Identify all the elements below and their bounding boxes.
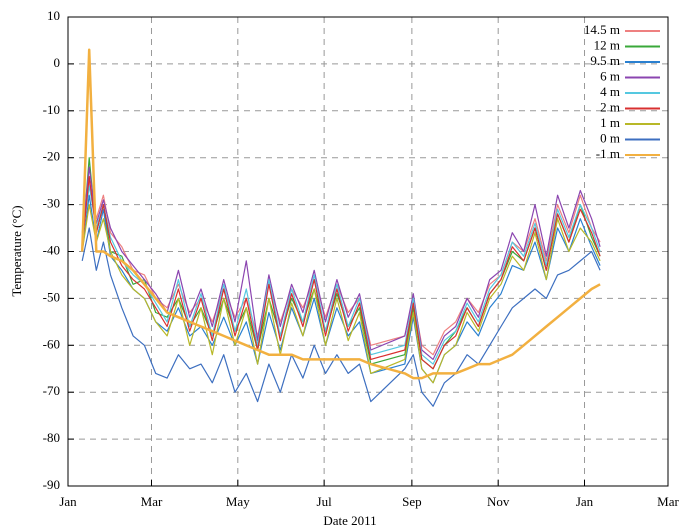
y-tick-label: 10 [47, 8, 60, 23]
series-line [81, 157, 601, 370]
series-line [81, 204, 601, 384]
y-tick-label: -80 [43, 430, 60, 445]
y-tick-label: -50 [43, 289, 60, 304]
series-line [81, 166, 601, 360]
x-tick-label: Jan [59, 494, 77, 509]
x-tick-label: May [226, 494, 250, 509]
series-line [81, 227, 601, 407]
x-tick-label: Mar [657, 494, 679, 509]
y-tick-label: -90 [43, 477, 60, 492]
y-tick-label: -10 [43, 102, 60, 117]
legend-label: 14.5 m [584, 22, 620, 37]
series-line [81, 194, 601, 384]
legend-label: -1 m [596, 146, 620, 161]
x-tick-label: Nov [487, 494, 510, 509]
legend-label: 4 m [600, 84, 620, 99]
x-axis-label: Date 2011 [323, 513, 376, 528]
legend-label: 12 m [594, 37, 620, 52]
series-line [81, 180, 601, 356]
series-line [80, 48, 601, 380]
y-tick-label: -70 [43, 383, 60, 398]
y-axis-label: Temperature (°C) [9, 205, 24, 296]
x-tick-label: Mar [141, 494, 163, 509]
x-tick-label: Sep [402, 494, 422, 509]
plot-frame [67, 16, 669, 487]
y-tick-label: -20 [43, 149, 60, 164]
legend-label: 0 m [600, 130, 620, 145]
series-line [81, 185, 601, 365]
series-line [81, 175, 601, 370]
legend-label: 1 m [600, 115, 620, 130]
y-tick-label: -30 [43, 196, 60, 211]
legend-label: 2 m [600, 99, 620, 114]
legend-label: 6 m [600, 68, 620, 83]
x-tick-label: Jan [576, 494, 594, 509]
y-tick-label: 0 [54, 55, 61, 70]
legend-label: 9.5 m [590, 53, 620, 68]
x-tick-label: Jul [317, 494, 333, 509]
y-tick-label: -60 [43, 336, 60, 351]
y-tick-label: -40 [43, 242, 60, 257]
